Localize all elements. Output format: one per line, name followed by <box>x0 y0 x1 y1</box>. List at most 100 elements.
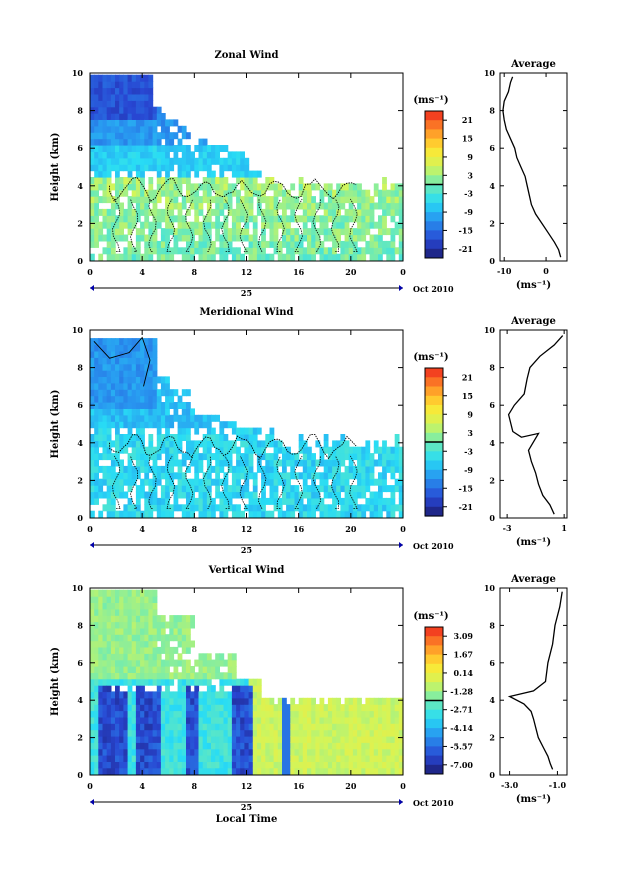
colorbar-tick-label: -3 <box>464 446 473 456</box>
colorbar-tick-label: -21 <box>459 502 473 512</box>
colorbar-segment <box>425 414 443 425</box>
month-label: Oct 2010 <box>413 284 454 294</box>
colorbar-segment <box>425 405 443 415</box>
profile-frame <box>499 587 568 776</box>
heatmap-field <box>90 74 404 261</box>
colorbar-segment <box>425 111 443 121</box>
panel-title: Vertical Wind <box>208 565 285 576</box>
colorbar-segment <box>425 386 443 397</box>
colorbar-segment <box>425 138 443 149</box>
day-label: 25 <box>241 545 252 555</box>
x-tick-label: 16 <box>293 267 305 277</box>
x-tick-label: 20 <box>345 781 357 791</box>
profile-y-tick-label: 4 <box>489 181 495 191</box>
x-tick-label: 8 <box>192 267 198 277</box>
colorbar-unit: (ms⁻¹) <box>413 352 448 363</box>
colorbar-tick-label: 9 <box>467 152 473 162</box>
colorbar-segment <box>425 469 443 480</box>
profile-y-tick-label: 8 <box>489 620 495 630</box>
colorbar-segment <box>425 166 443 176</box>
colorbar-tick-label: 1.67 <box>454 650 473 660</box>
colorbar-segment <box>425 682 443 692</box>
x-tick-label: 4 <box>139 524 145 534</box>
colorbar-segment <box>425 709 443 720</box>
colorbar-segment <box>425 395 443 406</box>
x-tick-label: 4 <box>139 267 145 277</box>
colorbar-tick-label: -9 <box>464 207 473 217</box>
panel-title: Zonal Wind <box>214 50 278 61</box>
colorbar-segment <box>425 239 443 250</box>
colorbar-segment <box>425 737 443 747</box>
colorbar-segment <box>425 506 443 517</box>
colorbar-segment <box>425 728 443 738</box>
y-tick-label: 8 <box>77 620 83 630</box>
profile-y-tick-label: 2 <box>489 733 495 743</box>
y-tick-label: 4 <box>77 695 83 705</box>
profile-line <box>507 335 564 515</box>
colorbar-tick-label: -15 <box>459 483 473 493</box>
profile-frame <box>499 72 568 262</box>
colorbar-segment <box>425 377 443 388</box>
y-tick-label: 2 <box>77 218 83 228</box>
profile-x-axis-label: (ms⁻¹) <box>516 280 551 291</box>
colorbar-segment <box>425 248 443 259</box>
colorbar-segment <box>425 120 443 130</box>
y-tick-label: 0 <box>77 513 83 523</box>
x-tick-label: 0 <box>87 781 93 791</box>
y-axis-label: Height (km) <box>50 390 61 459</box>
y-tick-label: 8 <box>77 106 83 116</box>
day-bar-right-arrow <box>399 542 403 548</box>
profile-y-tick-label: 10 <box>484 68 496 78</box>
profile-y-tick-label: 8 <box>489 106 495 116</box>
colorbar-tick-label: -21 <box>459 244 473 254</box>
colorbar-segment <box>425 193 443 204</box>
profile-y-tick-label: 10 <box>484 325 496 335</box>
colorbar-segment <box>425 672 443 683</box>
x-tick-label: 0 <box>87 267 93 277</box>
colorbar-tick-label: -4.14 <box>450 723 473 733</box>
profile-x-axis-label: (ms⁻¹) <box>516 537 551 548</box>
colorbar-segment <box>425 221 443 231</box>
panel-title: Meridional Wind <box>199 307 293 318</box>
colorbar-tick-label: 15 <box>462 134 473 144</box>
colorbar-tick-label: 3.09 <box>454 631 474 641</box>
x-tick-label: 0 <box>400 524 406 534</box>
x-tick-label: 16 <box>293 781 305 791</box>
profile-y-tick-label: 2 <box>489 475 495 485</box>
colorbar-segment <box>425 423 443 434</box>
colorbar-segment <box>425 663 443 674</box>
y-tick-label: 10 <box>72 583 84 593</box>
colorbar: (ms⁻¹) 21 15 9 3 -3 -9 -15 -21 <box>413 95 473 259</box>
colorbar-unit: (ms⁻¹) <box>413 611 448 622</box>
colorbar-tick-label: -1.28 <box>450 686 473 696</box>
colorbar-segment <box>425 432 443 443</box>
average-profile: Average 0 2 4 6 8 10 -3 1 (ms⁻¹) <box>484 316 568 548</box>
x-axis-label: Local Time <box>216 814 278 825</box>
day-bar-right-arrow <box>399 285 403 291</box>
colorbar-segment <box>425 627 443 637</box>
day-bar-left-arrow <box>90 799 94 805</box>
colorbar-segment <box>425 202 443 213</box>
zero-contour <box>109 176 358 252</box>
colorbar-segment <box>425 764 443 775</box>
colorbar-segment <box>425 497 443 508</box>
colorbar-tick-label: 21 <box>462 372 473 382</box>
x-tick-label: 8 <box>192 781 198 791</box>
y-tick-label: 10 <box>72 325 84 335</box>
month-label: Oct 2010 <box>413 541 454 551</box>
colorbar-segment <box>425 479 443 489</box>
colorbar: (ms⁻¹) 21 15 9 3 -3 -9 -15 -21 <box>413 352 473 517</box>
profile-y-tick-label: 2 <box>489 218 495 228</box>
heatmap-field <box>90 589 404 775</box>
profile-y-tick-label: 4 <box>489 695 495 705</box>
x-tick-label: 16 <box>293 524 305 534</box>
colorbar-segment <box>425 175 443 185</box>
average-profile: Average 0 2 4 6 8 10 -3.0 -1.0 (ms⁻¹) <box>484 574 568 805</box>
colorbar-tick-label: -3 <box>464 189 473 199</box>
colorbar-segment <box>425 654 443 665</box>
x-tick-label: 0 <box>87 524 93 534</box>
profile-line <box>502 76 562 258</box>
profile-frame <box>499 329 568 519</box>
